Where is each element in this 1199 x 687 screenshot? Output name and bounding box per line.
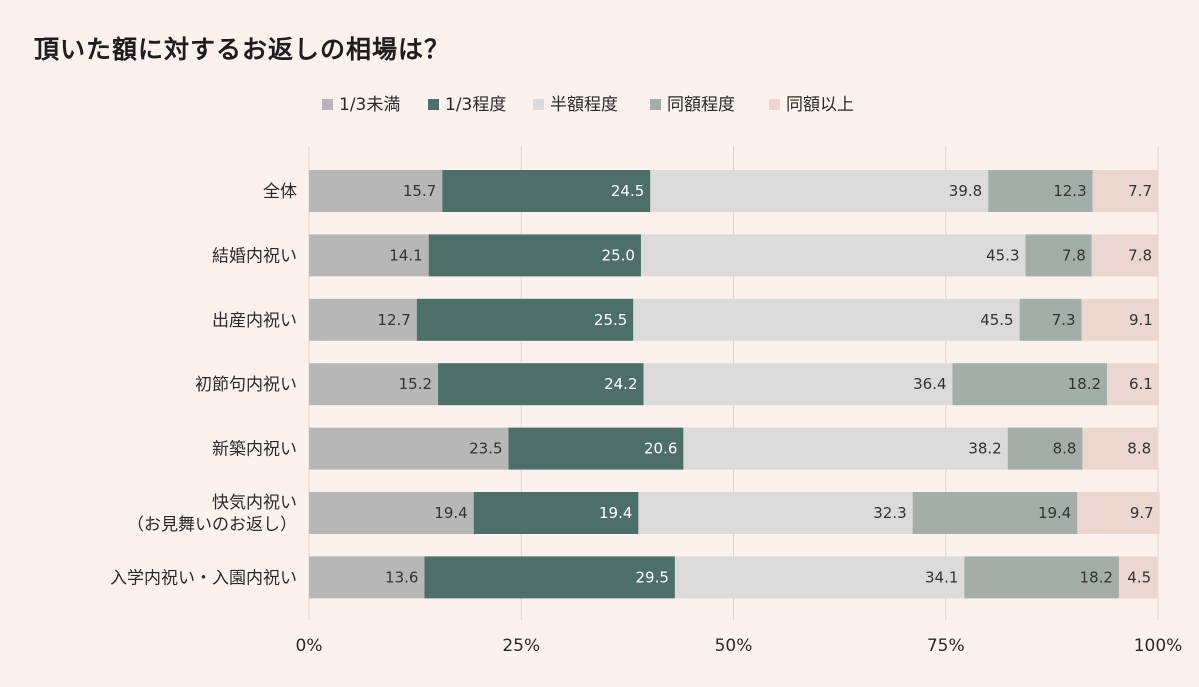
data-label: 4.5 [1127, 568, 1151, 586]
data-label: 24.2 [604, 375, 637, 393]
category-label: 出産内祝い [212, 311, 297, 331]
data-label: 18.2 [1080, 568, 1113, 586]
category-label: 新築内祝い [212, 440, 297, 460]
bar-segment [473, 492, 639, 534]
data-label: 45.3 [986, 246, 1019, 264]
bar-segment [650, 170, 989, 212]
bar-segment [309, 492, 474, 534]
category-label: 初節句内祝い [195, 375, 297, 395]
data-label: 25.0 [602, 246, 635, 264]
data-label: 19.4 [434, 504, 467, 522]
bar-segment [1082, 427, 1158, 470]
bar-segment [508, 427, 684, 470]
data-label: 7.7 [1128, 182, 1152, 200]
bar-segment [309, 170, 443, 212]
bar-segment [643, 363, 953, 406]
bar-segment [416, 298, 634, 341]
bar-segment [988, 170, 1093, 212]
data-label: 45.5 [980, 311, 1013, 329]
data-label: 32.3 [873, 504, 906, 522]
data-label: 7.3 [1052, 311, 1076, 329]
legend-swatch [650, 99, 661, 110]
bar-segment [912, 492, 1078, 534]
category-label: 結婚内祝い [212, 246, 297, 266]
x-tick-label: 0% [296, 636, 323, 656]
bar-segment [952, 363, 1108, 406]
legend-label: 半額程度 [550, 95, 618, 115]
data-label: 9.7 [1130, 504, 1154, 522]
bar-segment [428, 234, 641, 277]
data-label: 15.7 [403, 182, 436, 200]
data-label: 29.5 [636, 568, 669, 586]
bar-segment [309, 427, 509, 470]
bar-segment [309, 298, 417, 341]
legend-label: 同額程度 [667, 95, 735, 115]
data-label: 12.7 [377, 311, 410, 329]
bar-segment [1092, 170, 1158, 212]
category-label: （お見舞いのお返し） [127, 515, 297, 535]
bar-segment [309, 234, 429, 277]
bar-segment [442, 170, 651, 212]
data-label: 8.8 [1053, 440, 1077, 458]
data-label: 19.4 [1038, 504, 1071, 522]
chart-title: 頂いた額に対するお返しの相場は？ [34, 35, 451, 64]
data-label: 23.5 [469, 440, 502, 458]
bar-segment [964, 556, 1119, 599]
bar-segment [1025, 234, 1092, 277]
bar-segment [1019, 298, 1082, 341]
bar-segment [309, 556, 425, 599]
data-label: 12.3 [1053, 182, 1086, 200]
data-label: 19.4 [599, 504, 632, 522]
x-tick-label: 25% [502, 636, 540, 656]
x-tick-label: 50% [715, 636, 753, 656]
bar-segment [1081, 298, 1159, 341]
data-label: 14.1 [389, 246, 422, 264]
bar-segment [309, 363, 439, 406]
data-label: 7.8 [1062, 246, 1086, 264]
bar-segment [438, 363, 644, 406]
category-label: 入学内祝い・入園内祝い [110, 568, 297, 588]
data-label: 24.5 [611, 182, 644, 200]
bar-segment [1107, 363, 1159, 406]
data-label: 13.6 [385, 568, 418, 586]
legend-label: 1/3未満 [339, 95, 400, 115]
data-label: 36.4 [913, 375, 946, 393]
data-label: 18.2 [1068, 375, 1101, 393]
bar-segment [674, 556, 965, 599]
bar-segment [633, 298, 1020, 341]
x-tick-label: 100% [1134, 636, 1183, 656]
bar-segment [683, 427, 1008, 470]
data-label: 6.1 [1129, 375, 1153, 393]
category-label: 全体 [263, 182, 297, 202]
bar-segment [1091, 234, 1158, 277]
bar-segment [1077, 492, 1160, 534]
legend-label: 同額以上 [786, 95, 854, 115]
legend-swatch [769, 99, 780, 110]
legend-swatch [533, 99, 544, 110]
bar-segment [1007, 427, 1083, 470]
category-label: 快気内祝い [212, 493, 297, 513]
legend-swatch [428, 99, 439, 110]
bar-segment [638, 492, 913, 534]
data-label: 7.8 [1128, 246, 1152, 264]
data-label: 15.2 [399, 375, 432, 393]
data-label: 39.8 [949, 182, 982, 200]
data-label: 25.5 [594, 311, 627, 329]
bar-segment [1118, 556, 1158, 599]
data-label: 9.1 [1129, 311, 1153, 329]
bar-segment [424, 556, 675, 599]
x-tick-label: 75% [927, 636, 965, 656]
legend-label: 1/3程度 [445, 95, 506, 115]
data-label: 34.1 [925, 568, 958, 586]
data-label: 38.2 [968, 440, 1001, 458]
legend-swatch [322, 99, 333, 110]
data-label: 8.8 [1127, 440, 1151, 458]
data-label: 20.6 [644, 440, 677, 458]
bar-segment [640, 234, 1026, 277]
